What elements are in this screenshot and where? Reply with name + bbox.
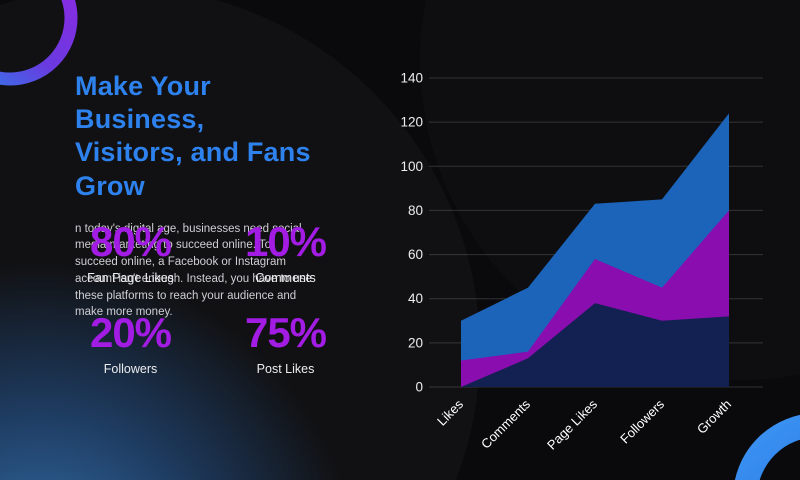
stat-followers: 20% Followers [58,309,203,377]
stat-value: 10% [244,218,327,265]
page-title-line2: Visitors, and Fans Grow [75,137,311,201]
stats-grid: 80% Fan Page Likes 10% Comments 20% Foll… [58,218,358,377]
y-tick-label: 80 [408,203,423,218]
y-tick-label: 20 [408,335,423,350]
page-title-line1: Make Your Business, [75,71,211,135]
y-tick-label: 40 [408,291,423,306]
description-text: n today's digital age, businesses need s… [75,222,312,319]
stat-label: Followers [103,362,158,377]
y-tick-label: 140 [400,71,423,86]
stat-label: Post Likes [256,362,315,377]
y-tick-label: 0 [415,380,423,395]
x-category-label: Page Likes [544,396,600,452]
y-tick-label: 120 [400,115,423,130]
y-tick-label: 100 [400,159,423,174]
stat-fan-page-likes: 80% Fan Page Likes [58,218,203,286]
stat-post-likes: 75% Post Likes [213,309,358,377]
stat-label: Comments [255,271,316,286]
stat-value: 80% [89,218,172,265]
stat-label: Fan Page Likes [87,271,174,286]
area-chart: 0 20 40 60 80 100 120 140 Likes Comments Page Like… [395,55,795,480]
y-tick-label: 60 [408,247,423,262]
area-series-base-layer [461,303,729,387]
x-category-label: Growth [694,397,734,437]
x-category-label: Comments [478,396,533,451]
stat-comments: 10% Comments [213,218,358,286]
stat-value: 75% [244,309,327,357]
area-chart-svg: 0 20 40 60 80 100 120 140 Likes Comments Page Like… [400,71,763,453]
x-category-label: Followers [617,396,667,446]
page-title: Make Your Business, Visitors, and Fans G… [75,70,335,203]
stat-value: 20% [89,309,172,357]
x-category-label: Likes [434,396,466,428]
